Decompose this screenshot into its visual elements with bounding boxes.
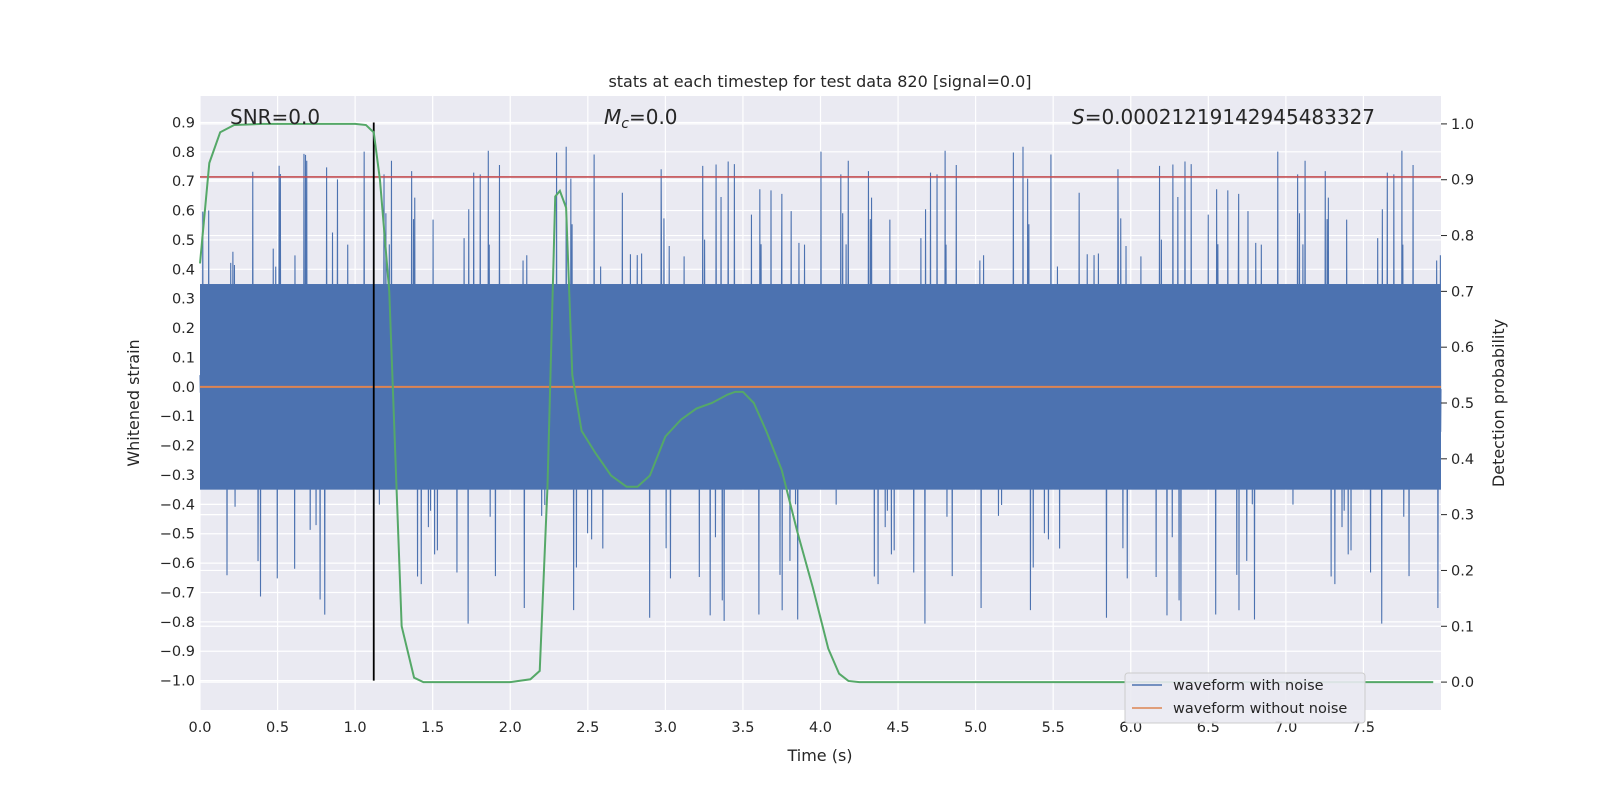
x-tick-label: 1.5 [421,720,444,736]
y2-tick-label: 0.7 [1451,284,1474,300]
y-tick-label: −0.5 [160,527,195,543]
mc-value: =0.0 [629,105,678,129]
chart-title: stats at each timestep for test data 820… [608,72,1031,91]
x-tick-label: 6.0 [1119,720,1142,736]
x-tick-label: 5.5 [1042,720,1065,736]
y-tick-label: −0.3 [160,468,195,484]
y-tick-label: 0.2 [172,321,195,337]
y-tick-label: 0.1 [172,350,195,366]
y2-tick-label: 0.0 [1451,675,1474,691]
x-tick-label: 0.0 [188,720,211,736]
y-tick-label: 0.9 [172,115,195,131]
y-tick-label: 0.3 [172,292,195,308]
y-tick-label: −0.8 [160,615,195,631]
lines-layer [199,122,1441,684]
x-tick-label: 2.0 [499,720,522,736]
y-tick-label: −1.0 [160,674,195,690]
y-tick-label: −0.1 [160,409,195,425]
x-tick-label: 4.5 [887,720,910,736]
legend-box [1124,672,1366,724]
mc-annotation: Mc=0.0 [604,105,678,132]
legend: waveform with noise waveform without noi… [1124,672,1366,724]
x-tick-label: 6.5 [1197,720,1220,736]
y-tick-label: −0.7 [160,585,195,601]
y2-tick-label: 0.3 [1451,508,1474,524]
x-ticks: 0.0 0.5 1.0 1.5 2.0 2.5 3.0 3.5 4.0 4.5 5.0 5.5 6.0 6… [188,720,1375,736]
y-tick-label: 0.8 [172,145,195,161]
mc-subscript: c [621,116,629,132]
y2-tick-label: 0.6 [1451,340,1474,356]
x-tick-label: 5.0 [964,720,987,736]
detection-probability-line [199,122,1434,684]
y2-tick-label: 1.0 [1451,117,1474,133]
y-tick-label: 0.0 [172,380,195,396]
x-tick-label: 0.5 [266,720,289,736]
x-tick-label: 3.5 [731,720,754,736]
mc-symbol: M [604,105,621,129]
snr-annotation: SNR=0.0 [230,105,320,129]
y-tick-label: −0.6 [160,556,195,572]
y2-tick-label: 0.9 [1451,173,1474,189]
y-tick-label: −0.4 [160,497,195,513]
y-tick-label: 0.6 [172,204,195,220]
x-tick-label: 4.0 [809,720,832,736]
y-tick-label: 0.5 [172,233,195,249]
y-axis-label: Whitened strain [124,339,143,466]
s-value: =0.0002121914294548332​7 [1085,105,1375,129]
y2-tick-label: 0.4 [1451,452,1474,468]
x-tick-label: 7.0 [1274,720,1297,736]
s-annotation: S=0.0002121914294548332​7 [1072,105,1375,129]
x-tick-label: 7.5 [1352,720,1375,736]
y2-tick-label: 0.8 [1451,229,1474,245]
x-axis-label: Time (s) [786,746,852,765]
y-tick-label: −0.9 [160,644,195,660]
x-tick-label: 2.5 [576,720,599,736]
y2-axis-label: Detection probability [1489,319,1508,487]
x-tick-label: 3.0 [654,720,677,736]
legend-label-noise: waveform with noise [1173,678,1324,694]
y-ticks: −1.0 −0.9 −0.8 −0.7 −0.6 −0.5 −0.4 −0.3 −0.2 −0.1… [160,115,195,689]
y2-tick-label: 0.1 [1451,619,1474,635]
legend-label-clean: waveform without noise [1173,701,1347,717]
y2-tick-label: 0.2 [1451,563,1474,579]
y-tick-label: 0.7 [172,174,195,190]
y2-ticks: 0.0 0.1 0.2 0.3 0.4 0.5 0.6 0.7 0.8 0.9 1.0 [1441,117,1474,691]
y-tick-label: 0.4 [172,262,195,278]
x-tick-label: 1.0 [344,720,367,736]
s-symbol: S [1072,105,1085,129]
y2-tick-label: 0.5 [1451,396,1474,412]
y-tick-label: −0.2 [160,439,195,455]
